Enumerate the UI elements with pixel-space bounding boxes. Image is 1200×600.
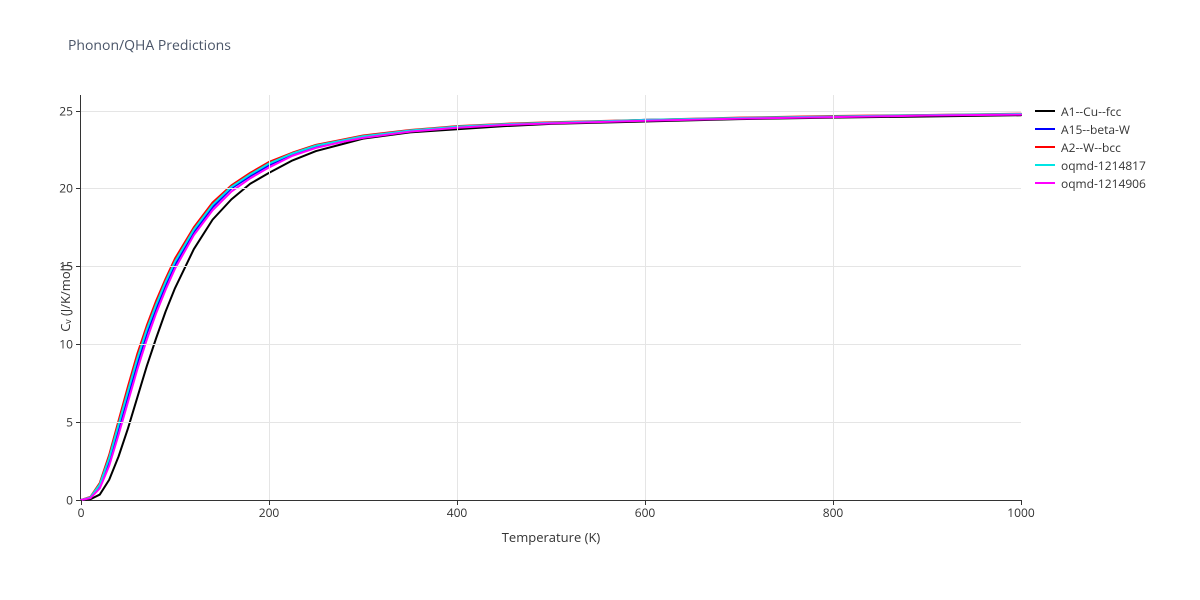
series-line[interactable]	[81, 115, 1021, 500]
legend-swatch	[1035, 182, 1055, 184]
gridline-horizontal	[81, 266, 1021, 267]
gridline-vertical	[645, 95, 646, 500]
gridline-horizontal	[81, 111, 1021, 112]
y-tick-label: 25	[59, 102, 73, 119]
legend-item[interactable]: A2--W--bcc	[1035, 138, 1146, 156]
x-tick-label: 1000	[1007, 504, 1034, 521]
y-tick-label: 0	[66, 492, 73, 509]
legend-label: oqmd-1214906	[1061, 175, 1146, 192]
gridline-horizontal	[81, 422, 1021, 423]
legend-label: A15--beta-W	[1061, 121, 1130, 138]
series-line[interactable]	[81, 114, 1021, 500]
legend: A1--Cu--fccA15--beta-WA2--W--bccoqmd-121…	[1035, 102, 1146, 192]
y-tick-label: 15	[59, 258, 73, 275]
series-line[interactable]	[81, 114, 1021, 500]
x-tick-label: 0	[78, 504, 85, 521]
legend-label: A1--Cu--fcc	[1061, 103, 1121, 120]
legend-item[interactable]: A15--beta-W	[1035, 120, 1146, 138]
y-tickmark	[76, 266, 81, 267]
x-tick-label: 200	[259, 504, 280, 521]
legend-label: oqmd-1214817	[1061, 157, 1146, 174]
gridline-horizontal	[81, 188, 1021, 189]
series-line[interactable]	[81, 114, 1021, 500]
x-tick-label: 400	[447, 504, 468, 521]
legend-swatch	[1035, 110, 1055, 112]
legend-label: A2--W--bcc	[1061, 139, 1121, 156]
gridline-horizontal	[81, 344, 1021, 345]
legend-swatch	[1035, 128, 1055, 130]
x-tick-label: 600	[635, 504, 656, 521]
legend-swatch	[1035, 146, 1055, 148]
y-tick-label: 20	[59, 180, 73, 197]
gridline-vertical	[269, 95, 270, 500]
plot-area[interactable]: Cᵥ (J/K/mol) Temperature (K) 02004006008…	[80, 95, 1021, 501]
y-tickmark	[76, 344, 81, 345]
x-tick-label: 800	[823, 504, 844, 521]
legend-item[interactable]: oqmd-1214906	[1035, 174, 1146, 192]
y-tickmark	[76, 188, 81, 189]
y-tickmark	[76, 422, 81, 423]
y-tickmark	[76, 500, 81, 501]
legend-item[interactable]: A1--Cu--fcc	[1035, 102, 1146, 120]
legend-item[interactable]: oqmd-1214817	[1035, 156, 1146, 174]
series-line[interactable]	[81, 115, 1021, 500]
gridline-vertical	[457, 95, 458, 500]
gridline-vertical	[833, 95, 834, 500]
x-axis-label: Temperature (K)	[502, 528, 601, 546]
chart-container: Phonon/QHA Predictions Cᵥ (J/K/mol) Temp…	[0, 0, 1200, 600]
legend-swatch	[1035, 164, 1055, 166]
chart-title: Phonon/QHA Predictions	[68, 36, 231, 55]
y-tickmark	[76, 111, 81, 112]
y-tick-label: 5	[66, 414, 73, 431]
chart-svg	[81, 95, 1021, 500]
y-tick-label: 10	[59, 336, 73, 353]
